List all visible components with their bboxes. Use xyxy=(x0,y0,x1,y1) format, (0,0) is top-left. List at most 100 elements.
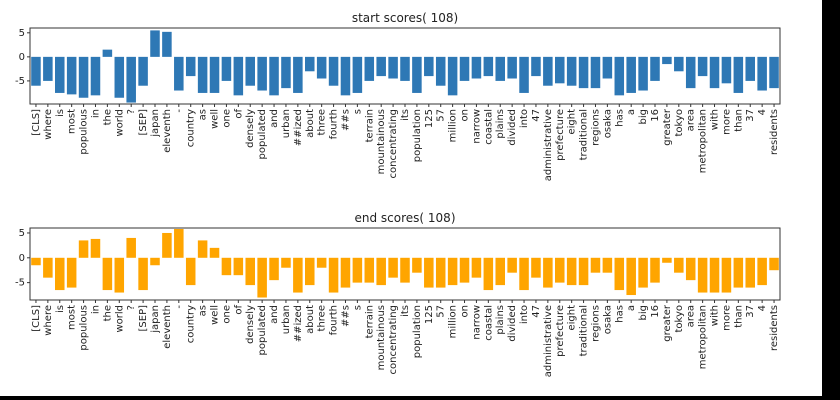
x-tick-label: ? xyxy=(126,109,137,114)
x-tick-label: country xyxy=(186,109,197,147)
x-tick-label: eleventh xyxy=(162,109,173,153)
x-tick-label: of xyxy=(233,109,244,119)
x-tick-label: into xyxy=(519,109,530,128)
x-tick-label: tokyo xyxy=(674,305,685,333)
x-tick-label: plains xyxy=(495,109,506,139)
bar xyxy=(733,56,744,93)
bar xyxy=(495,257,505,286)
bar xyxy=(614,56,625,96)
x-tick-label: mountainous xyxy=(376,109,387,174)
x-tick-label: is xyxy=(55,305,66,313)
x-tick-label: populous xyxy=(79,305,90,351)
x-tick-label: metropolitan xyxy=(698,305,709,369)
bar xyxy=(162,31,172,57)
bar xyxy=(376,257,386,286)
y-tick-label: 5 xyxy=(19,228,25,239)
x-tick-label: ##s xyxy=(340,305,351,327)
bar xyxy=(340,56,351,96)
x-tick-label: ##ized xyxy=(293,305,304,342)
bar xyxy=(162,232,172,258)
bar xyxy=(352,56,363,93)
bar xyxy=(388,56,398,79)
bar xyxy=(674,56,684,72)
bar xyxy=(709,257,720,293)
bar xyxy=(531,56,541,77)
bar xyxy=(590,56,601,89)
bar xyxy=(78,240,89,258)
bar xyxy=(55,257,65,291)
y-tick-label: 5 xyxy=(19,28,25,39)
bar xyxy=(316,257,327,268)
bar xyxy=(78,56,89,98)
x-tick-label: and xyxy=(269,109,280,128)
x-tick-label: terrain xyxy=(364,305,375,338)
bar xyxy=(352,257,363,283)
bar xyxy=(126,56,136,103)
bar xyxy=(638,257,648,288)
bar xyxy=(507,56,517,79)
bar xyxy=(614,257,625,291)
x-tick-label: than xyxy=(733,305,744,328)
bar xyxy=(340,257,351,288)
x-tick-label: the xyxy=(102,109,113,125)
bar xyxy=(519,257,529,291)
bar xyxy=(31,56,41,86)
bar xyxy=(245,56,255,86)
x-tick-label: million xyxy=(448,109,459,142)
bar xyxy=(55,56,65,93)
bar xyxy=(209,56,220,93)
bar xyxy=(447,257,458,286)
bar xyxy=(685,257,696,281)
bar xyxy=(90,56,101,96)
x-tick-label: 4 xyxy=(757,109,768,115)
x-tick-label: densely xyxy=(245,109,256,148)
bar xyxy=(733,257,744,288)
x-tick-label: populated xyxy=(257,305,268,355)
bar xyxy=(305,56,315,72)
bar xyxy=(221,56,232,81)
bar xyxy=(102,257,113,291)
x-tick-label: 37 xyxy=(745,305,756,318)
x-tick-label: well xyxy=(210,305,221,325)
x-tick-label: of xyxy=(233,305,244,315)
x-tick-label: coastal xyxy=(483,305,494,341)
bar xyxy=(435,257,446,288)
x-tick-label: than xyxy=(733,109,744,132)
bar xyxy=(638,56,648,91)
bar xyxy=(233,56,244,96)
bar xyxy=(578,56,589,89)
x-tick-label: 37 xyxy=(745,109,756,122)
x-tick-label: the xyxy=(102,305,113,321)
x-tick-label: japan xyxy=(150,305,161,334)
bar xyxy=(388,257,398,278)
bar xyxy=(555,257,565,283)
bar xyxy=(90,238,101,258)
bar xyxy=(328,257,339,293)
bar xyxy=(400,257,410,283)
bar xyxy=(650,257,660,283)
x-tick-label: well xyxy=(210,109,221,129)
bar xyxy=(269,257,279,281)
x-tick-label: metropolitan xyxy=(698,109,709,173)
x-tick-label: plains xyxy=(495,305,506,335)
x-tick-label: prefecture xyxy=(555,305,566,357)
bar xyxy=(531,257,541,278)
bar xyxy=(602,56,613,79)
bar xyxy=(483,56,494,77)
bar xyxy=(281,56,291,89)
x-tick-label: 125 xyxy=(424,305,435,324)
bar xyxy=(412,257,422,273)
y-tick-label: 0 xyxy=(19,253,25,264)
x-tick-label: country xyxy=(186,305,197,343)
bar xyxy=(566,257,577,286)
bar xyxy=(662,56,672,65)
bar xyxy=(471,56,482,79)
bar xyxy=(66,56,77,95)
bar xyxy=(626,56,636,93)
bar xyxy=(435,56,446,86)
x-tick-label: as xyxy=(198,305,209,316)
plot-frame xyxy=(29,27,781,105)
x-tick-label: eleventh xyxy=(162,305,173,349)
frame-edge xyxy=(822,0,840,400)
bar xyxy=(697,257,708,293)
